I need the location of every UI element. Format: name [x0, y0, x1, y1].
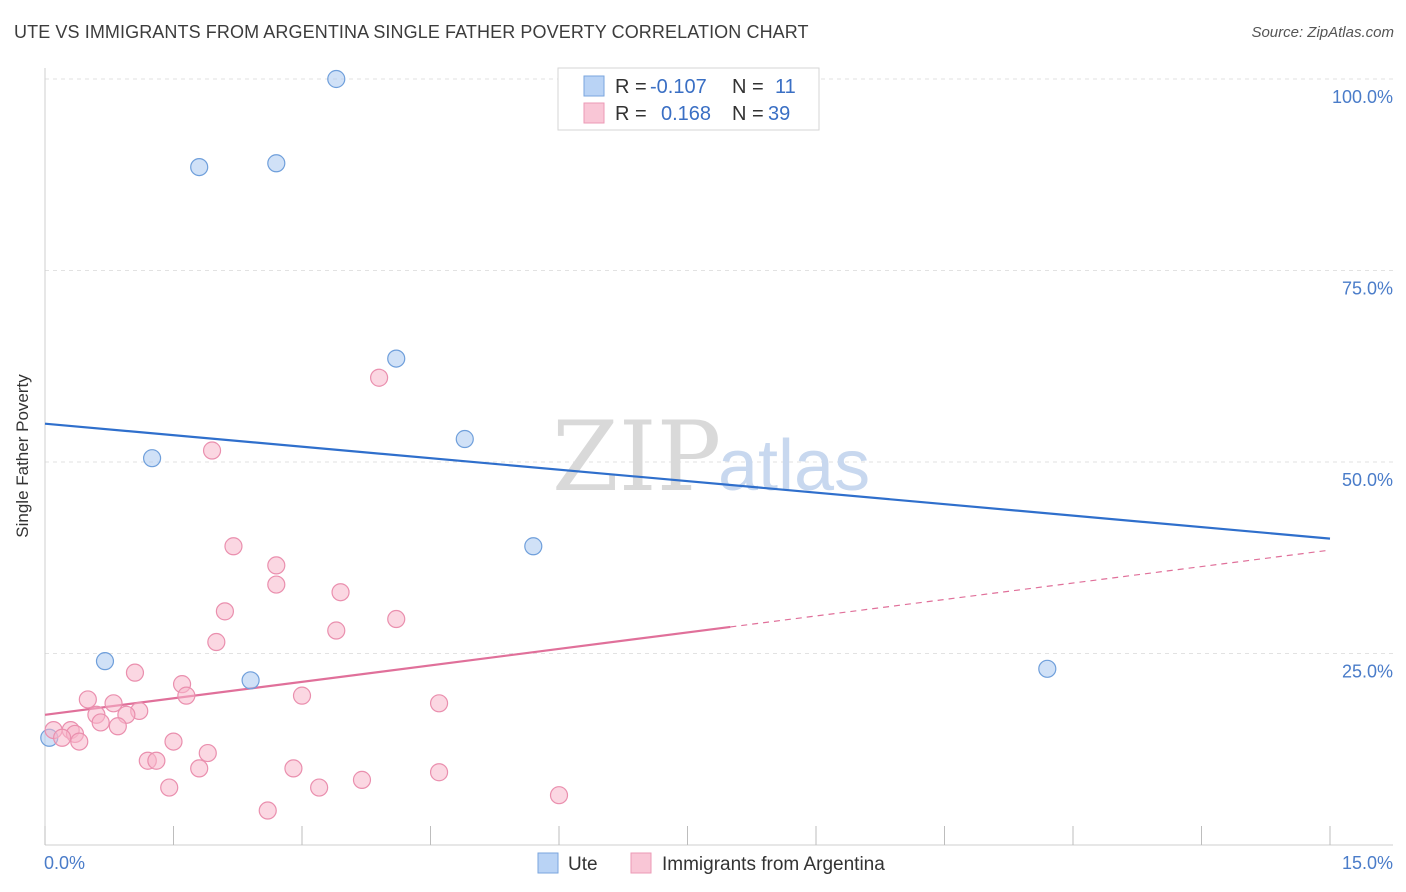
x-tick-label-min: 0.0% [44, 853, 85, 873]
legend-n-value-ute: 11 [775, 76, 796, 98]
point-argentina-16 [104, 694, 123, 713]
bottom-legend-swatch-argentina [630, 852, 652, 874]
bottom-legend-swatch-ute [537, 852, 559, 874]
point-argentina-35 [160, 778, 179, 797]
data-points [40, 69, 1057, 820]
point-argentina-13 [292, 686, 312, 705]
axes [44, 68, 1393, 846]
y-tick-label-2: 75.0% [1342, 279, 1393, 299]
point-ute-9 [1038, 659, 1057, 678]
bottom-legend: Ute Immigrants from Argentina [537, 852, 885, 875]
grid [45, 78, 1393, 654]
legend-r-value-ute: -0.107 [650, 76, 707, 98]
point-argentina-28 [198, 743, 217, 763]
trend-line-dashed-1 [730, 549, 1331, 628]
y-tick-label-3: 100.0% [1332, 87, 1393, 107]
point-ute-1 [190, 157, 209, 177]
watermark: ZIP atlas [552, 401, 870, 513]
point-ute-5 [455, 429, 474, 449]
trend-line-solid-1 [44, 625, 731, 716]
bottom-legend-label-ute: Ute [568, 854, 598, 875]
point-argentina-5 [331, 583, 350, 602]
legend-r-label-argentina: R = [615, 103, 647, 125]
watermark-atlas: atlas [718, 426, 870, 506]
point-argentina-21 [108, 717, 127, 736]
chart-title: UTE VS IMMIGRANTS FROM ARGENTINA SINGLE … [14, 22, 809, 42]
legend-n-label-ute: N = [732, 76, 764, 98]
point-ute-3 [387, 349, 406, 368]
point-argentina-12 [177, 686, 196, 705]
y-tick-label-1: 50.0% [1342, 470, 1393, 490]
point-ute-8 [241, 671, 260, 690]
point-argentina-33 [429, 763, 449, 782]
source-label: Source: ZipAtlas.com [1251, 24, 1394, 41]
x-tick-label-max: 15.0% [1342, 853, 1393, 873]
point-argentina-6 [215, 602, 234, 621]
point-argentina-10 [125, 663, 145, 682]
legend-swatch-ute [583, 75, 605, 97]
point-argentina-34 [352, 770, 372, 789]
point-argentina-37 [549, 786, 569, 805]
y-axis-title: Single Father Poverty [13, 374, 32, 538]
point-argentina-38 [258, 801, 277, 820]
point-argentina-32 [284, 759, 303, 778]
point-argentina-2 [224, 537, 243, 556]
point-argentina-27 [164, 732, 183, 751]
point-argentina-8 [327, 621, 346, 640]
y-tick-label-0: 25.0% [1342, 662, 1393, 682]
trend-lines [44, 422, 1331, 716]
legend-swatch-argentina [583, 102, 605, 124]
point-argentina-36 [310, 778, 329, 797]
point-ute-7 [95, 652, 115, 671]
point-argentina-15 [78, 690, 97, 709]
point-argentina-9 [207, 632, 226, 652]
point-ute-2 [267, 154, 286, 173]
bottom-legend-label-argentina: Immigrants from Argentina [662, 854, 885, 875]
point-ute-4 [142, 449, 162, 468]
point-argentina-31 [190, 759, 209, 778]
trend-line-solid-0 [44, 422, 1331, 540]
watermark-zip: ZIP [552, 401, 721, 513]
legend: R = -0.107 N = 11 R = 0.168 N = 39 [557, 67, 820, 131]
legend-n-label-argentina: N = [732, 103, 764, 125]
point-argentina-4 [267, 575, 286, 594]
point-ute-0 [327, 69, 346, 89]
point-argentina-25 [53, 728, 72, 747]
point-argentina-1 [202, 441, 222, 460]
point-argentina-3 [267, 556, 286, 575]
point-argentina-14 [429, 694, 449, 713]
legend-r-value-argentina: 0.168 [661, 103, 711, 125]
legend-r-label-ute: R = [615, 76, 647, 98]
point-argentina-20 [91, 713, 110, 732]
point-argentina-30 [147, 751, 166, 770]
point-ute-6 [524, 537, 543, 556]
legend-n-value-argentina: 39 [768, 103, 790, 125]
point-argentina-26 [70, 732, 89, 751]
point-argentina-0 [370, 368, 389, 387]
y-tick-labels: 25.0% 50.0% 75.0% 100.0% [1332, 87, 1393, 682]
point-argentina-7 [387, 609, 406, 629]
